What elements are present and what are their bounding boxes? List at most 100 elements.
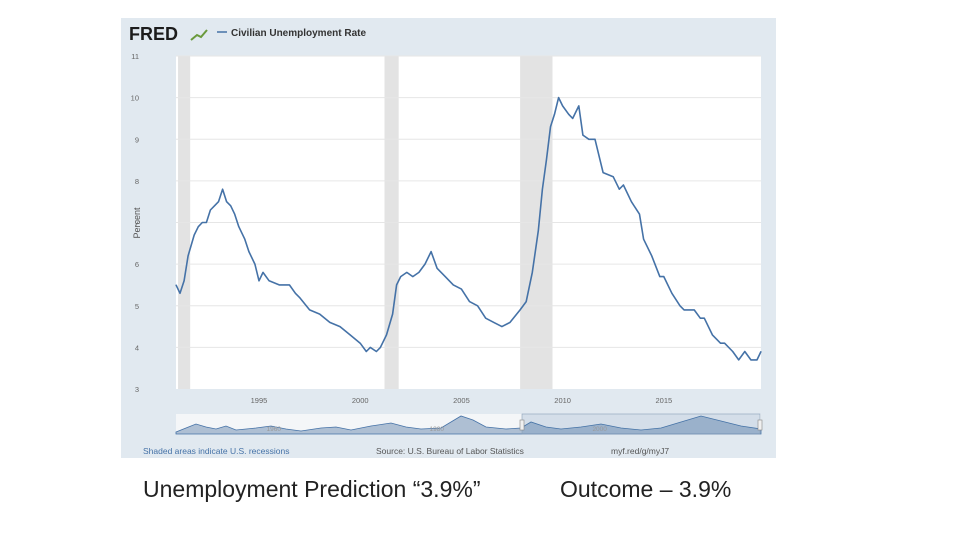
data-point bbox=[568, 113, 570, 115]
data-point bbox=[562, 105, 564, 107]
data-point bbox=[179, 292, 181, 294]
data-point bbox=[554, 113, 556, 115]
y-tick-label: 4 bbox=[135, 343, 139, 352]
data-point bbox=[183, 280, 185, 282]
y-tick-label: 6 bbox=[135, 260, 139, 269]
data-point bbox=[651, 255, 653, 257]
data-point bbox=[643, 238, 645, 240]
y-tick-label: 10 bbox=[131, 94, 139, 103]
data-point bbox=[298, 296, 300, 298]
data-point bbox=[602, 172, 604, 174]
navigator-right-handle[interactable] bbox=[757, 419, 763, 431]
data-point bbox=[424, 263, 426, 265]
data-point bbox=[248, 251, 250, 253]
navigator-selection[interactable] bbox=[521, 413, 761, 435]
data-point bbox=[724, 342, 726, 344]
data-point bbox=[359, 342, 361, 344]
fred-logo: FRED bbox=[129, 24, 178, 44]
data-point bbox=[720, 342, 722, 344]
data-point bbox=[262, 271, 264, 273]
data-point bbox=[485, 317, 487, 319]
data-point bbox=[396, 284, 398, 286]
data-point bbox=[509, 321, 511, 323]
data-point bbox=[226, 201, 228, 203]
data-point bbox=[309, 309, 311, 311]
data-point bbox=[444, 276, 446, 278]
navigator-tick-label: 2000 bbox=[592, 426, 607, 433]
data-point bbox=[549, 126, 551, 128]
x-tick-label: 2010 bbox=[554, 396, 571, 405]
data-point bbox=[558, 97, 560, 99]
data-point bbox=[699, 317, 701, 319]
outcome-caption: Outcome – 3.9% bbox=[560, 476, 732, 502]
data-point bbox=[193, 234, 195, 236]
data-point bbox=[738, 359, 740, 361]
fred-logo-graph-icon bbox=[190, 29, 208, 41]
fred-chart-svg: FRED Civilian Unemployment Rate 3 4 5 6 7 8 9 1… bbox=[129, 24, 763, 456]
data-point bbox=[197, 226, 199, 228]
data-point bbox=[319, 313, 321, 315]
data-point bbox=[469, 301, 471, 303]
data-point bbox=[679, 305, 681, 307]
data-point bbox=[582, 134, 584, 136]
data-point bbox=[258, 280, 260, 282]
data-point bbox=[213, 205, 215, 207]
data-point bbox=[663, 276, 665, 278]
footer-source: Source: U.S. Bureau of Labor Statistics bbox=[376, 446, 524, 456]
data-point bbox=[659, 276, 661, 278]
data-point bbox=[531, 271, 533, 273]
data-point bbox=[519, 309, 521, 311]
navigator-tick-label: 1960 bbox=[267, 426, 282, 433]
data-point bbox=[329, 321, 331, 323]
data-point bbox=[430, 251, 432, 253]
y-tick-label: 9 bbox=[135, 135, 139, 144]
data-point bbox=[278, 284, 280, 286]
data-point bbox=[254, 263, 256, 265]
y-tick-label: 7 bbox=[135, 219, 139, 228]
navigator-left-handle[interactable] bbox=[519, 419, 525, 431]
data-point bbox=[750, 359, 752, 361]
data-point bbox=[618, 188, 620, 190]
data-point bbox=[218, 201, 220, 203]
navigator-tick-label: 1980 bbox=[429, 426, 444, 433]
data-point bbox=[244, 238, 246, 240]
x-tick-label: 2015 bbox=[655, 396, 672, 405]
x-tick-label: 1995 bbox=[251, 396, 268, 405]
data-point bbox=[452, 284, 454, 286]
data-point bbox=[493, 321, 495, 323]
y-axis-label: Percent bbox=[132, 207, 142, 239]
y-tick-label: 8 bbox=[135, 177, 139, 186]
data-point bbox=[230, 205, 232, 207]
navigator-area bbox=[175, 415, 762, 435]
data-point bbox=[622, 184, 624, 186]
data-point bbox=[760, 351, 762, 353]
series-line-0 bbox=[175, 96, 762, 361]
y-tick-label: 3 bbox=[135, 385, 139, 394]
data-point bbox=[612, 176, 614, 178]
x-tick-label: 2005 bbox=[453, 396, 470, 405]
data-point bbox=[460, 288, 462, 290]
data-point bbox=[187, 255, 189, 257]
footer-recession-note[interactable]: Shaded areas indicate U.S. recessions bbox=[143, 446, 289, 456]
data-point bbox=[683, 309, 685, 311]
data-point bbox=[201, 222, 203, 223]
data-point bbox=[386, 334, 388, 336]
data-point bbox=[436, 267, 438, 269]
data-point bbox=[671, 292, 673, 294]
footer-short-url[interactable]: myf.red/g/myJ7 bbox=[611, 446, 669, 456]
data-point bbox=[630, 201, 632, 203]
data-point bbox=[594, 138, 596, 140]
data-point bbox=[693, 309, 695, 311]
data-point bbox=[525, 301, 527, 303]
data-point bbox=[537, 230, 539, 232]
data-point bbox=[477, 305, 479, 307]
chart-title: Civilian Unemployment Rate bbox=[231, 28, 366, 39]
data-point bbox=[406, 271, 408, 273]
data-point bbox=[379, 346, 381, 348]
y-tick-label: 5 bbox=[135, 302, 139, 311]
data-point bbox=[288, 284, 290, 286]
data-point bbox=[418, 271, 420, 273]
data-point bbox=[703, 317, 705, 319]
data-point bbox=[268, 280, 270, 282]
data-point bbox=[339, 326, 341, 328]
